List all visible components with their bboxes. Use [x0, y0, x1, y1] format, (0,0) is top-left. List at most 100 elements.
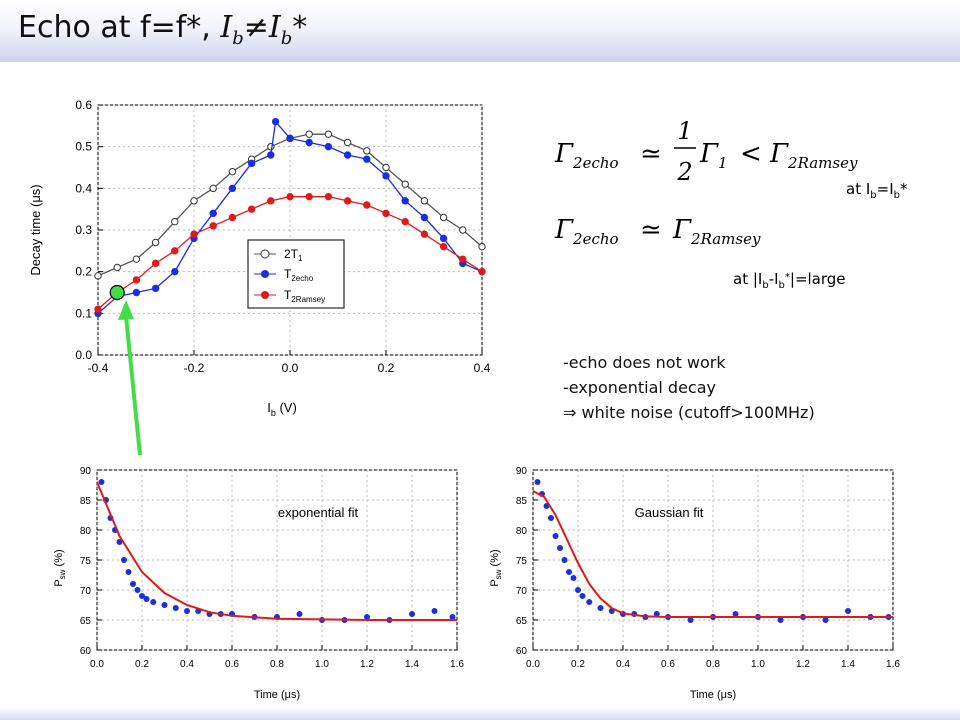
y-tick-label: 70 [80, 586, 92, 597]
series-2t1-point [401, 180, 409, 188]
series-t2echo-point [305, 138, 313, 147]
series-t2echo-point [132, 288, 141, 297]
legend: 2T1 T2echo T2Ramsey [247, 239, 345, 309]
series-2t1-point [228, 167, 237, 176]
x-tick-label: 0.2 [378, 361, 395, 375]
series-t2echo-point [363, 155, 371, 163]
data-point [534, 479, 541, 485]
highlight-marker [109, 284, 125, 301]
series-t2ramsey-point [286, 192, 294, 201]
data-point [822, 617, 829, 623]
y-tick-label: 90 [516, 466, 528, 477]
data-point [566, 569, 572, 575]
legend-label-echo: T2echo [284, 267, 314, 283]
x-axis-label: Ib (V) [267, 400, 297, 418]
data-point [597, 605, 604, 611]
series-t2echo-point [324, 142, 333, 151]
green-arrow [124, 315, 142, 456]
series-2t1-point [382, 163, 390, 172]
x-tick-label: 1.4 [841, 659, 855, 670]
series-2t1-point [363, 147, 371, 155]
y-tick-label: 80 [80, 526, 92, 537]
data-point [548, 515, 554, 521]
series-t2echo-point [171, 267, 179, 276]
x-tick-label: 0.4 [616, 659, 630, 670]
series-2t1-point [94, 272, 102, 280]
data-point [579, 593, 586, 599]
y-tick-label: 0.5 [75, 140, 92, 154]
series-t2ramsey-point [209, 222, 217, 230]
series-t2echo-point [267, 151, 275, 159]
series-t2ramsey-point [151, 259, 160, 268]
x-axis-label-right: Time (μs) [690, 689, 736, 701]
series-t2echo-point [420, 213, 429, 222]
series-t2ramsey-point [401, 217, 409, 226]
decay-time-chart: -0.4 -0.2 0.0 0.2 0.4 0.0 0.1 0.2 0.3 0.4 0.5 0.6 D… [28, 98, 491, 418]
y-tick-label: 65 [516, 616, 528, 627]
data-point [777, 617, 784, 623]
y-tick-label: 75 [80, 556, 92, 567]
data-point [575, 587, 581, 593]
y-tick-label: 0.1 [75, 306, 92, 320]
y-tick-label: 90 [80, 466, 92, 477]
series-2t1-point [267, 142, 275, 151]
data-point [570, 575, 577, 581]
slide-title: Echo at f=f*, Ib≠Ib* [18, 10, 308, 49]
data-point [586, 599, 593, 605]
y-tick-label: 70 [516, 586, 528, 597]
eq2-rel: ≃ [640, 215, 662, 245]
data-point [143, 596, 150, 602]
x-tick-label: 1.2 [796, 659, 810, 670]
data-point [449, 614, 456, 620]
series-t2ramsey-point [459, 255, 467, 263]
series-2t1-point [305, 130, 313, 138]
series-2t1-point [439, 213, 448, 222]
y-tick-label: 75 [516, 556, 528, 567]
y-axis-label: Decay time (μs) [28, 184, 43, 275]
x-tick-label: 0.6 [661, 659, 675, 670]
series-t2echo-point [343, 151, 352, 159]
y-axis-label-right: Psw (%) [489, 549, 503, 586]
annotation-gaussian-fit: Gaussian fit [635, 505, 704, 520]
fit-curve [96, 481, 457, 621]
note-item: ⇒ white noise (cutoff>100MHz) [563, 403, 815, 422]
fit-curve [532, 490, 893, 618]
x-tick-label: 0.0 [526, 659, 540, 670]
eq2-lhs: Γ2echo [554, 215, 619, 248]
y-axis-label-left: Psw (%) [53, 549, 67, 586]
eq1-rhs: Γ2Ramsey [769, 139, 858, 172]
data-point [98, 479, 105, 485]
series-t2ramsey-point [343, 197, 352, 205]
x-axis-label-left: Time (μs) [254, 689, 300, 701]
x-tick-label: 0.0 [282, 361, 299, 375]
data-point [125, 569, 132, 575]
series-t2ramsey-point [247, 205, 256, 213]
data-point [561, 557, 568, 563]
x-tick-label: 1.2 [360, 659, 374, 670]
eq1-gamma1: Γ1 [699, 139, 728, 172]
data-point [139, 593, 145, 599]
data-point [431, 608, 438, 614]
series-t2ramsey-point [420, 230, 429, 238]
data-point [296, 611, 303, 617]
series-2t1-point [343, 138, 352, 147]
data-point [172, 605, 179, 611]
data-point [364, 614, 370, 620]
series-t2ramsey-point [132, 276, 141, 284]
y-tick-label: 0.4 [75, 181, 92, 195]
eq1-rel: ≃ [640, 139, 662, 169]
series-2t1-point [324, 130, 333, 138]
data-point [687, 617, 694, 623]
series-2t1-point [478, 242, 486, 251]
equation-2: Γ2echo ≃ Γ2Ramsey [554, 215, 761, 248]
series-2t1-point [190, 197, 198, 205]
legend-marker-ramsey [261, 291, 269, 299]
series-t2ramsey-point [324, 192, 333, 201]
data-point [161, 602, 168, 608]
x-tick-label: 0.8 [270, 659, 284, 670]
y-tick-label: 0.6 [75, 98, 92, 112]
data-point [184, 608, 190, 614]
y-tick-label: 85 [80, 496, 92, 507]
data-point [732, 611, 739, 617]
